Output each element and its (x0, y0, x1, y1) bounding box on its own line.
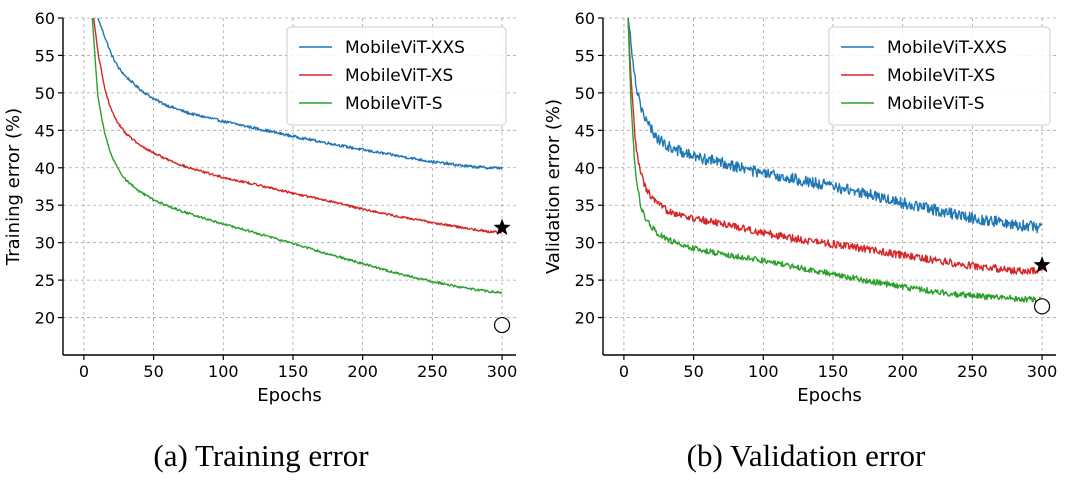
x-tick-label: 250 (957, 362, 988, 381)
legend: MobileViT-XXS MobileViT-XS MobileViT-S (828, 26, 1051, 126)
chart-panel-training: 0 50 100 150 200 250 300 20 25 30 35 40 45 50 55 60 Epoc… (3, 9, 517, 406)
y-tick-label: 60 (575, 9, 595, 28)
y-tick-label: 45 (35, 121, 55, 140)
y-tick-label: 25 (575, 271, 595, 290)
x-axis-title: Epochs (257, 385, 322, 406)
y-tick-label: 45 (575, 121, 595, 140)
series-line-mobilevit-xs (627, 18, 1043, 275)
y-tick-label: 20 (575, 309, 595, 328)
y-tick-label: 40 (575, 159, 595, 178)
series-line-mobilevit-xs (92, 18, 503, 234)
x-tick-label: 50 (683, 362, 703, 381)
y-tick-label: 20 (35, 309, 55, 328)
x-tick-label: 50 (143, 362, 163, 381)
chart-panel-validation: 0 50 100 150 200 250 300 20 25 30 35 40 45 50 55 60 Epoc… (543, 9, 1057, 406)
series-lines (627, 18, 1043, 304)
series-line-mobilevit-xxs (97, 18, 503, 170)
x-tick-label: 100 (748, 362, 779, 381)
y-tick-label: 30 (35, 234, 55, 253)
x-tick-label: 300 (487, 362, 518, 381)
legend-box (828, 26, 1051, 126)
x-tick-label: 0 (79, 362, 89, 381)
y-tick-label: 55 (575, 46, 595, 65)
series-line-mobilevit-s (91, 18, 503, 295)
y-axis-title: Training error (%) (3, 108, 24, 266)
y-axis-title: Validation error (%) (543, 99, 564, 274)
x-tick-label: 150 (278, 362, 309, 381)
y-tick-label: 50 (35, 84, 55, 103)
legend-label: MobileViT-XS (887, 66, 995, 86)
x-tick-label: 200 (887, 362, 918, 381)
x-tick-label: 300 (1027, 362, 1058, 381)
circle-marker (493, 316, 511, 334)
figure-caption: (b) Validation error (687, 438, 926, 473)
y-tick-label: 30 (575, 234, 595, 253)
y-tick-label: 55 (35, 46, 55, 65)
x-tick-label: 100 (208, 362, 239, 381)
legend-label: MobileViT-XXS (345, 38, 465, 58)
y-tick-label: 35 (575, 196, 595, 215)
series-lines (91, 18, 503, 295)
legend-label: MobileViT-S (887, 94, 985, 114)
star-marker (1033, 256, 1051, 273)
legend-box (286, 26, 507, 126)
y-tick-label: 25 (35, 271, 55, 290)
legend-label: MobileViT-XXS (887, 38, 1007, 58)
legend-label: MobileViT-S (345, 94, 443, 114)
x-tick-label: 250 (417, 362, 448, 381)
star-marker (493, 218, 511, 235)
x-tick-label: 150 (818, 362, 849, 381)
y-tick-label: 40 (35, 159, 55, 178)
y-tick-label: 35 (35, 196, 55, 215)
y-tick-label: 50 (575, 84, 595, 103)
x-axis-title: Epochs (797, 385, 862, 406)
legend-label: MobileViT-XS (345, 66, 453, 86)
legend: MobileViT-XXS MobileViT-XS MobileViT-S (286, 26, 507, 126)
y-tick-label: 60 (35, 9, 55, 28)
series-line-mobilevit-xxs (627, 18, 1043, 234)
x-tick-label: 200 (347, 362, 378, 381)
circle-marker (1033, 298, 1051, 315)
figure-caption: (a) Training error (153, 438, 369, 473)
series-line-mobilevit-s (627, 18, 1043, 304)
x-tick-label: 0 (619, 362, 629, 381)
